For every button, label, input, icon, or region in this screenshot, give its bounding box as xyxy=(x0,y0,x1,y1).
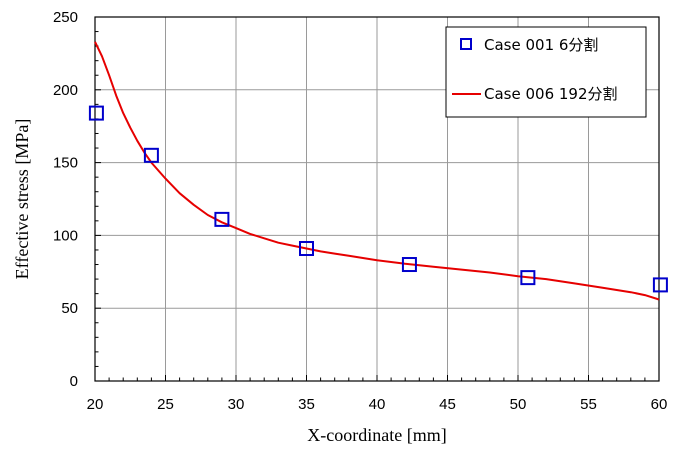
y-tick-label: 50 xyxy=(61,300,78,317)
legend-box xyxy=(445,26,647,118)
series-layer xyxy=(88,41,668,301)
x-axis-ticks: 20 25 30 35 40 45 50 55 60 xyxy=(87,375,668,413)
y-axis-title: Effective stress [MPa] xyxy=(12,119,32,280)
data-point-case-001 xyxy=(143,147,159,163)
x-tick-label: 50 xyxy=(510,396,527,413)
x-tick-label: 40 xyxy=(369,396,386,413)
legend: Case 001 6分割 Case 006 192分割 xyxy=(445,26,647,118)
data-point-case-001 xyxy=(214,211,230,227)
x-tick-label: 60 xyxy=(651,396,668,413)
x-tick-label: 20 xyxy=(87,396,104,413)
y-tick-label: 250 xyxy=(53,9,78,26)
x-axis-title: X-coordinate [mm] xyxy=(307,425,446,445)
x-tick-label: 30 xyxy=(228,396,245,413)
x-tick-label: 35 xyxy=(298,396,315,413)
data-point-case-001 xyxy=(88,105,104,121)
y-tick-label: 150 xyxy=(53,155,78,172)
legend-marker-case-001 xyxy=(460,38,472,50)
x-tick-label: 25 xyxy=(157,396,174,413)
series-line-case-006 xyxy=(94,41,660,301)
legend-label-case-006: Case 006 192分割 xyxy=(484,85,618,103)
legend-label-case-001: Case 001 6分割 xyxy=(484,36,598,54)
y-tick-label: 0 xyxy=(70,373,78,390)
y-axis-ticks: 0 50 100 150 200 250 xyxy=(53,9,101,390)
data-point-case-001 xyxy=(299,241,314,257)
x-tick-label: 55 xyxy=(580,396,597,413)
y-tick-label: 200 xyxy=(53,82,78,99)
x-tick-label: 45 xyxy=(439,396,456,413)
data-point-case-001 xyxy=(652,277,668,293)
data-point-case-001 xyxy=(401,257,417,273)
data-point-case-001 xyxy=(520,270,536,286)
y-tick-label: 100 xyxy=(53,227,78,244)
